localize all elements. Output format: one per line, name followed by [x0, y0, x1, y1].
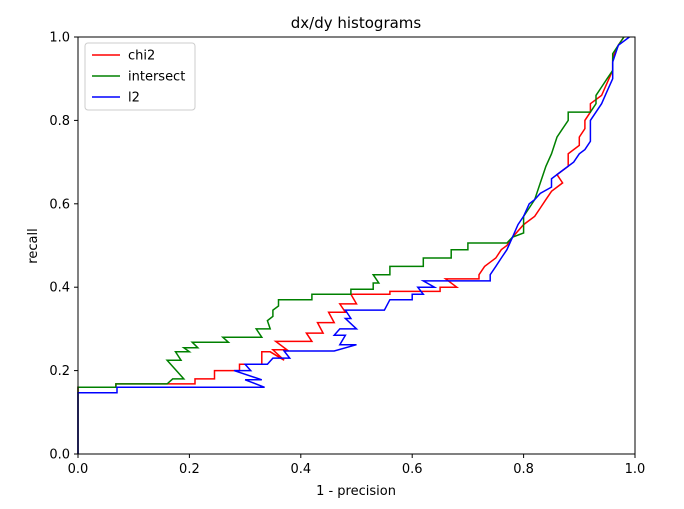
legend-box	[84, 42, 196, 111]
series-line-chi2	[77, 36, 625, 454]
x-axis-ticks: 0.0 0.2 0.4 0.6 0.8 1.0	[68, 454, 646, 477]
x-tick-label: 0.2	[179, 462, 200, 477]
y-tick-label: 0.6	[49, 197, 70, 212]
x-tick-label: 0.8	[513, 462, 534, 477]
y-tick-label: 1.0	[49, 31, 70, 46]
series-line-intersect	[77, 36, 625, 454]
y-tick-label: 0.2	[49, 364, 70, 379]
y-tick-label: 0.0	[49, 448, 70, 463]
legend-label-intersect: intersect	[128, 70, 185, 85]
y-tick-label: 0.8	[49, 114, 70, 129]
y-axis-ticks: 0.0 0.2 0.4 0.6 0.8 1.0	[49, 31, 78, 463]
legend-entries: chi2 intersect l2	[92, 49, 185, 106]
x-tick-label: 1.0	[625, 462, 646, 477]
series-layer	[77, 36, 630, 454]
x-axis-label: 1 - precision	[316, 484, 396, 499]
x-tick-label: 0.4	[290, 462, 311, 477]
y-axis-label: recall	[26, 228, 41, 263]
x-tick-label: 0.6	[402, 462, 423, 477]
legend-label-l2: l2	[128, 91, 140, 106]
y-tick-label: 0.4	[49, 281, 70, 296]
legend-label-chi2: chi2	[128, 49, 155, 64]
x-tick-label: 0.0	[68, 462, 89, 477]
plot-frame	[77, 36, 636, 455]
series-line-l2	[77, 36, 630, 454]
legend: chi2 intersect l2	[84, 42, 196, 111]
chart-title: dx/dy histograms	[291, 14, 422, 32]
